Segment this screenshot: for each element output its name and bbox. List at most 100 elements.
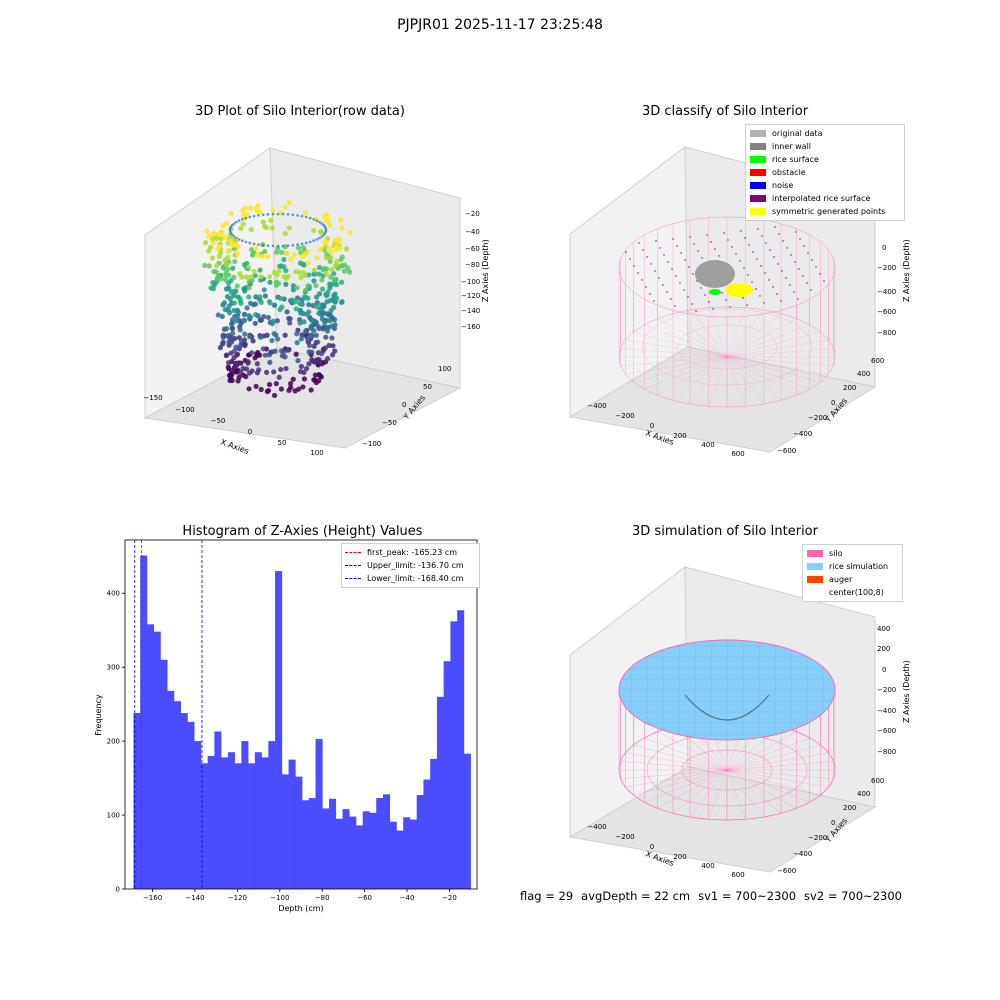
raw-point [324,217,331,224]
raw-y-ticks: 100 50 0 −50 −100 [362,365,451,448]
legend-label: noise [772,181,794,190]
noise-point [674,305,676,307]
raw-point [223,277,229,283]
raw-point [268,217,274,224]
raw-point [341,268,348,274]
raw-point [309,317,315,323]
histogram-bar [288,759,296,889]
raw-point [261,243,265,247]
raw-point [318,220,321,224]
raw-point [282,332,288,338]
silo-floor-spoke [689,769,728,818]
simulation-zlabel: Z Axies (Depth) [902,660,911,723]
raw-point [229,325,235,331]
raw-point [233,318,239,324]
noise-point [757,228,759,230]
raw-point [299,332,305,338]
raw-point [234,283,240,289]
silo-floor-spoke [726,356,797,396]
raw-point [278,386,285,392]
raw-point [323,266,330,272]
histogram-xtick-label: −140 [185,894,204,902]
noise-point [794,261,796,263]
classify-ytick: 600 [871,357,884,365]
raw-point [320,346,327,352]
raw-point [219,229,225,235]
silo-floor-spoke [620,769,728,779]
silo-floor-spoke [726,356,810,390]
raw-point [306,302,312,308]
raw-point [248,226,254,232]
raw-point [286,200,292,206]
raw-point [347,269,353,275]
raw-point [302,210,309,216]
raw-point [244,240,248,244]
noise-point [691,303,693,305]
noise-point [782,240,784,242]
raw-point [298,336,304,342]
histogram-ytick-label: 400 [107,590,120,598]
raw-point [237,219,241,222]
classify-rice-surface-points [709,289,721,295]
raw-point [324,212,330,218]
raw-point [281,244,285,248]
raw-point [252,242,256,246]
legend-swatch [750,169,766,176]
silo-floor-spoke [726,769,834,779]
raw-point [316,271,322,277]
raw-point [226,310,233,316]
silo-floor-spoke [620,356,728,366]
histogram-bar [356,825,364,889]
raw-point [258,386,264,393]
noise-point [797,298,799,300]
noise-point [659,247,661,249]
noise-point [641,279,643,281]
raw-point [298,274,304,281]
noise-point [712,308,714,310]
raw-point [235,236,238,240]
histogram-title: Histogram of Z-Axies (Height) Values [182,524,423,539]
legend-label: interpolated rice surface [772,194,871,203]
legend-line-swatch [345,578,361,579]
noise-point [740,230,742,232]
raw-point [305,260,311,266]
classify-y-ticks: 600 400 200 0 −200 −400 −600 [777,357,884,455]
legend-label: Lower_limit: -168.40 cm [367,574,464,583]
raw-point [267,359,273,365]
noise-point [810,289,812,291]
raw-point [254,209,261,215]
avg-depth-text: avgDepth = 22 cm [581,889,691,903]
raw-point [207,244,214,250]
noise-point [727,239,729,241]
silo-floor-spoke [620,348,728,358]
histogram-bar [133,713,141,889]
raw-point [310,358,316,364]
raw-point [228,337,235,343]
raw-point [230,330,236,336]
silo-floor-spoke [726,769,797,809]
legend-swatch [750,156,766,163]
raw-point [263,225,270,231]
simulation-ytick: −200 [808,834,827,842]
raw-point [331,317,338,323]
raw-point [267,274,273,280]
noise-point [695,310,697,312]
raw-point [318,236,321,240]
histogram-bar [436,696,444,889]
noise-point [658,277,660,279]
raw-point [206,233,212,240]
silo-floor-spoke [620,761,728,771]
raw-point [300,384,306,390]
raw-back-right-pane [269,147,461,389]
raw-point [303,365,310,372]
noise-point [785,277,787,279]
silo-floor-spoke [633,744,728,771]
raw-point [275,245,281,251]
histogram-bar [227,752,235,889]
raw-point [300,214,304,218]
raw-point [323,255,329,261]
raw-ztick: −20 [465,210,480,218]
noise-point [637,272,639,274]
silo-floor-spoke [726,769,782,814]
histogram-xtick-label: −80 [315,894,330,902]
